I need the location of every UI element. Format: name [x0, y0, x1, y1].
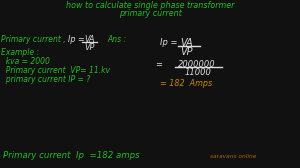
- Text: primary current IP = ?: primary current IP = ?: [1, 75, 90, 84]
- Text: Primary current  Ip  =182 amps: Primary current Ip =182 amps: [3, 151, 140, 160]
- Text: 2000000: 2000000: [178, 60, 216, 69]
- Text: Ip =: Ip =: [160, 38, 178, 47]
- Text: Example :: Example :: [1, 48, 39, 57]
- Text: Primary current  VP= 11.kv: Primary current VP= 11.kv: [1, 66, 110, 75]
- Text: VA: VA: [180, 38, 193, 48]
- Text: VA: VA: [84, 35, 94, 44]
- Text: = 182  Amps: = 182 Amps: [160, 79, 212, 88]
- Text: Primary current ,: Primary current ,: [1, 35, 66, 44]
- Text: VP: VP: [180, 47, 193, 57]
- Text: VP: VP: [84, 43, 94, 52]
- Text: primary current: primary current: [118, 9, 182, 18]
- Text: kva = 2000: kva = 2000: [1, 57, 50, 66]
- Text: how to calculate single phase transformer: how to calculate single phase transforme…: [66, 1, 234, 10]
- Text: saravans online: saravans online: [210, 154, 256, 159]
- Text: Ans :: Ans :: [107, 35, 126, 44]
- Text: 11000: 11000: [185, 68, 212, 77]
- Text: Ip =: Ip =: [68, 35, 85, 44]
- Text: =: =: [155, 60, 162, 69]
